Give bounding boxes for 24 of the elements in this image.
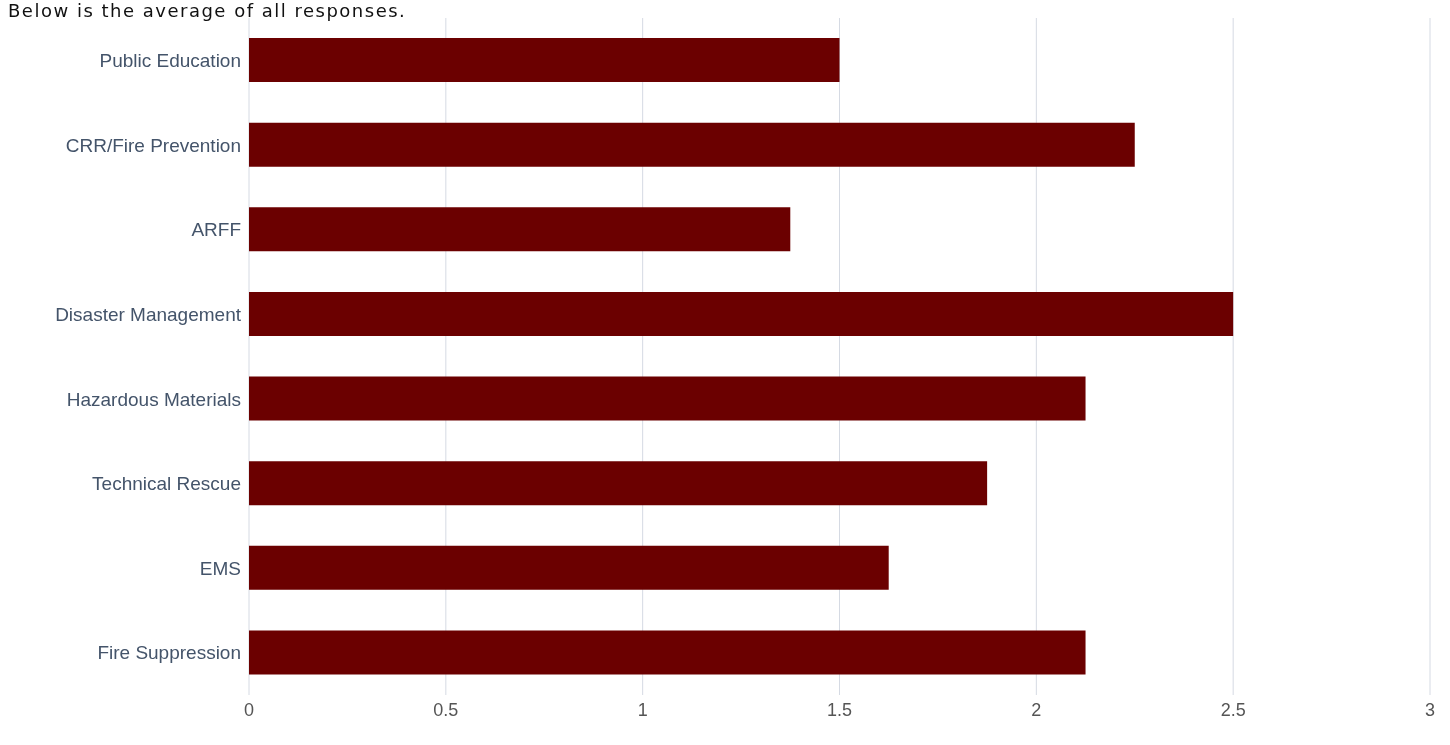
x-tick-label: 0 <box>243 699 255 720</box>
x-tick-label: 2 <box>1031 699 1042 720</box>
x-tick-label: 1.5 <box>826 699 853 720</box>
y-tick-label: Disaster Management <box>55 303 242 325</box>
y-tick-label: EMS <box>199 557 241 579</box>
bar <box>249 38 840 82</box>
y-tick-label: Hazardous Materials <box>66 388 241 410</box>
y-tick-label: Fire Suppression <box>97 642 241 664</box>
x-tick-label: 3 <box>1424 699 1436 720</box>
bar <box>249 461 988 506</box>
bar <box>249 376 1086 421</box>
y-tick-label: ARFF <box>191 219 241 241</box>
bar <box>249 291 1234 336</box>
bar <box>249 207 791 252</box>
bar <box>249 122 1135 167</box>
y-tick-label: Public Education <box>99 50 241 72</box>
y-tick-label: Technical Rescue <box>92 473 241 495</box>
x-tick-label: 0.5 <box>433 699 459 720</box>
x-tick-label: 2.5 <box>1220 699 1246 720</box>
chart-title: Below is the average of all responses. <box>8 0 408 21</box>
y-tick-label: CRR/Fire Prevention <box>65 134 241 156</box>
bar <box>249 630 1086 675</box>
x-tick-label: 1 <box>637 699 648 720</box>
bar <box>249 545 889 590</box>
